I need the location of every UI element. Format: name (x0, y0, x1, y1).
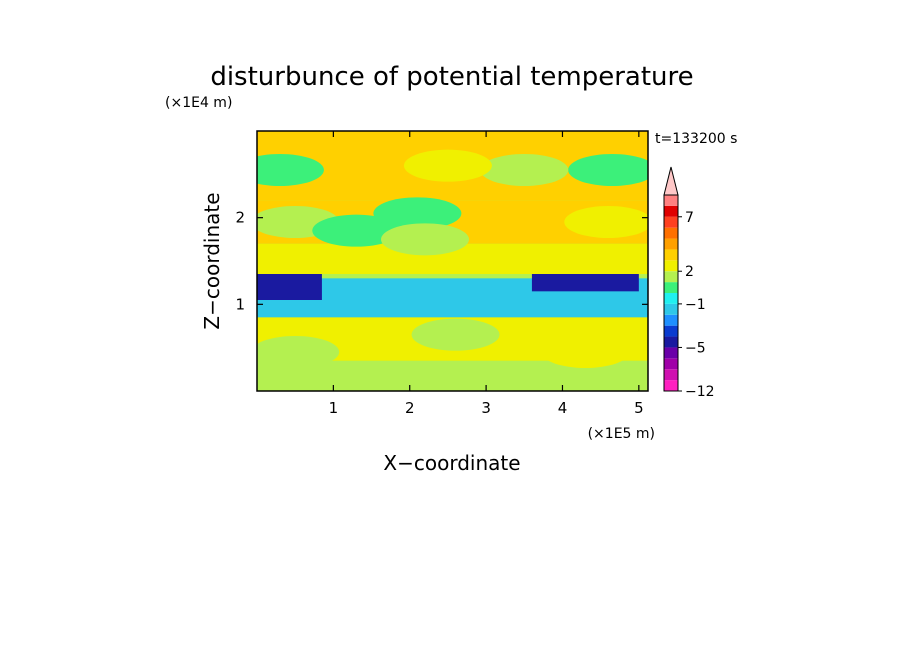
colorbar-tick-label: 2 (685, 264, 694, 280)
contour-field (257, 131, 648, 391)
colorbar-swatch (664, 336, 678, 348)
colorbar-swatch (664, 293, 678, 304)
field-band (531, 274, 639, 292)
colorbar-extend-arrow (663, 166, 679, 196)
x-tick-label: 1 (329, 399, 339, 417)
colorbar-tick-label: 7 (685, 210, 694, 226)
y-axis-ticks: 12 (235, 209, 648, 313)
y-tick-label: 2 (235, 209, 245, 227)
colorbar-swatch (664, 314, 678, 326)
colorbar-swatch (664, 369, 678, 381)
x-tick-label: 4 (558, 399, 568, 417)
field-feature (381, 223, 470, 256)
field-feature (403, 149, 492, 182)
field-feature (480, 154, 569, 186)
colorbar-swatch (664, 282, 678, 293)
field-feature (541, 336, 630, 368)
colorbar-swatch (664, 347, 678, 359)
colorbar: 7 2 −1 −5 −12 (663, 166, 715, 400)
colorbar-swatch (664, 325, 678, 337)
field-feature (564, 206, 648, 238)
colorbar-swatch (664, 249, 678, 261)
field-feature (411, 318, 500, 351)
field-feature (257, 336, 340, 368)
time-label: t=133200 s (655, 131, 737, 147)
y-unit-label: (×1E4 m) (165, 95, 232, 111)
colorbar-swatch (664, 358, 678, 370)
field-feature (312, 214, 401, 247)
x-tick-label: 2 (405, 399, 415, 417)
x-axis-ticks: 1 2 3 4 5 (329, 131, 644, 417)
x-tick-label: 5 (634, 399, 644, 417)
colorbar-tick-label: −12 (685, 384, 715, 400)
plot-frame (256, 130, 649, 392)
colorbar-swatch (664, 195, 678, 206)
colorbar-frame (663, 194, 679, 392)
x-axis-label: X−coordinate (383, 451, 520, 475)
chart-title: disturbunce of potential temperature (210, 62, 693, 92)
field-feature (568, 154, 648, 186)
field-band (257, 274, 322, 300)
x-tick-label: 3 (481, 399, 491, 417)
colorbar-swatch (664, 238, 678, 250)
colorbar-swatch (664, 380, 678, 391)
field-feature (257, 154, 324, 186)
field-feature (373, 197, 462, 230)
colorbar-tick-label: −1 (685, 297, 706, 313)
x-unit-label: (×1E5 m) (588, 426, 655, 442)
colorbar-swatch (664, 303, 678, 315)
y-axis-label: Z−coordinate (200, 192, 224, 329)
y-tick-label: 1 (235, 295, 245, 313)
colorbar-swatch (664, 227, 678, 239)
colorbar-swatch (664, 216, 678, 228)
colorbar-tick-label: −5 (685, 340, 706, 356)
colorbar-swatch (664, 271, 678, 283)
colorbar-swatch (664, 260, 678, 272)
colorbar-swatch (664, 205, 678, 217)
